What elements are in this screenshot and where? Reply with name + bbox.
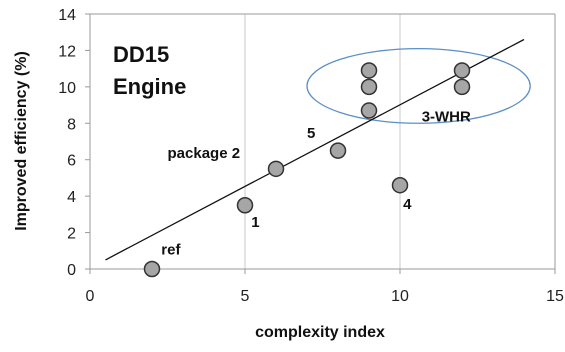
x-tick-label: 10 [391,288,409,305]
data-point [329,142,347,159]
data-point [360,102,378,119]
annotation-label: 4 [403,196,412,213]
y-tick-label: 10 [58,80,76,97]
y-tick-label: 4 [67,189,76,206]
data-point [391,176,409,194]
x-tick-label: 0 [86,288,95,305]
grid-lines [244,14,556,269]
data-point [360,62,378,79]
annotations: ref 1 package 2 5 4 3-WHR [161,108,471,258]
annotation-label: package 2 [168,145,241,162]
y-tick-label: 8 [67,116,76,133]
chart-title-line-1: DD15 [113,42,169,67]
data-points [143,62,471,278]
trendline-group [105,38,525,261]
y-axis-title: Improved efficiency (%) [13,51,30,231]
data-point [267,160,285,178]
data-point [360,78,378,96]
annotation-label: 1 [251,214,259,231]
chart-title-line-2: Engine [113,74,186,99]
data-point [236,197,254,214]
y-tick-label: 12 [58,43,76,60]
y-tick-label: 14 [58,7,76,24]
axes [85,13,556,274]
annotation-label: 5 [307,125,315,142]
data-point [453,62,471,79]
data-point [143,260,161,278]
trendline [105,38,525,261]
data-point [453,78,471,96]
y-tick-label: 2 [67,226,76,243]
highlight-ellipse [306,47,531,124]
annotation-label: 3-WHR [422,108,471,125]
x-tick-label: 15 [546,288,564,305]
annotation-label: ref [161,241,181,258]
x-tick-label: 5 [241,288,250,305]
highlight-ellipse-group [306,47,531,124]
y-tick-label: 0 [67,262,76,279]
y-tick-label: 6 [67,153,76,170]
x-axis-title: complexity index [255,324,385,341]
